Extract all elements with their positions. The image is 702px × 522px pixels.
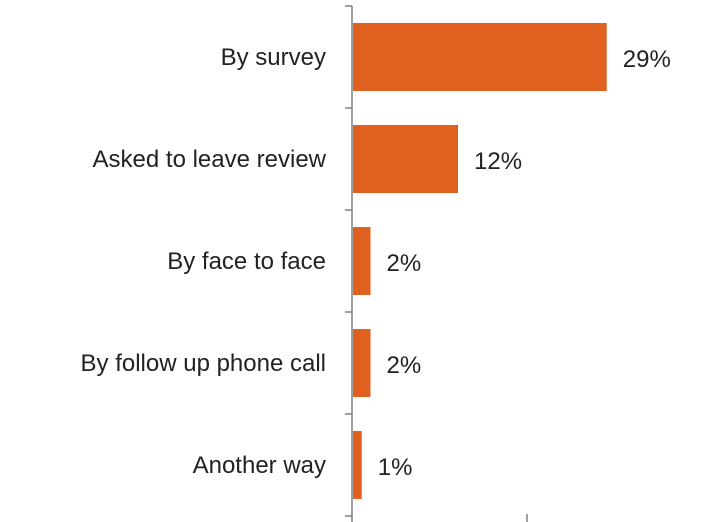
value-label: 1% (378, 454, 413, 481)
labels-layer: By survey 29% Asked to leave review 12% By f… (81, 44, 671, 481)
bar (353, 431, 362, 499)
bar (353, 23, 607, 91)
category-label: Asked to leave review (93, 146, 327, 173)
value-label: 29% (623, 46, 671, 73)
bar (353, 125, 458, 193)
bar (353, 329, 371, 397)
axis-layer (345, 5, 528, 522)
bars-layer (353, 23, 607, 499)
value-label: 2% (387, 352, 422, 379)
value-label: 2% (387, 250, 422, 277)
value-label: 12% (474, 148, 522, 175)
category-label: By survey (221, 44, 326, 71)
bar (353, 227, 371, 295)
category-label: By follow up phone call (81, 350, 326, 377)
category-label: By face to face (167, 248, 326, 275)
category-label: Another way (193, 452, 326, 479)
